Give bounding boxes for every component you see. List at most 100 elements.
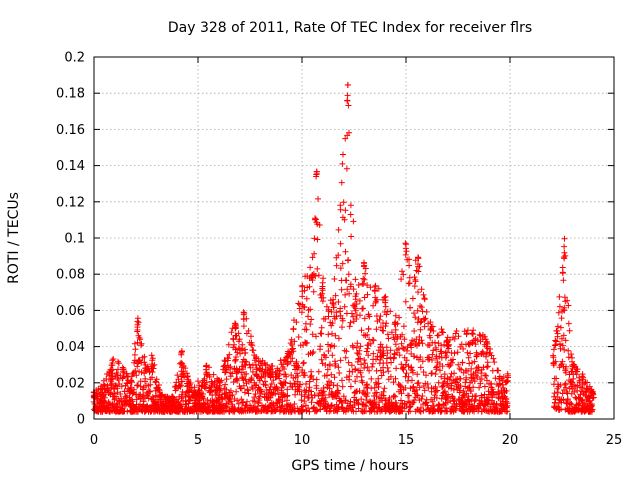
data-point: [558, 315, 565, 322]
data-point: [324, 366, 331, 373]
data-point: [200, 391, 206, 397]
data-point: [237, 350, 244, 357]
data-point: [420, 369, 427, 375]
data-point: [417, 408, 424, 415]
y-tick-label: 0.06: [56, 304, 85, 319]
data-point: [584, 379, 591, 386]
data-point: [257, 390, 264, 396]
data-point: [561, 249, 568, 256]
data-point: [414, 371, 421, 378]
data-point: [571, 389, 578, 395]
y-tick-label: 0.1: [64, 232, 85, 247]
data-point: [419, 358, 426, 365]
data-point: [427, 334, 434, 341]
data-point: [382, 323, 389, 330]
data-point: [184, 373, 191, 380]
data-point: [364, 331, 371, 338]
data-point: [364, 282, 371, 289]
data-point: [268, 381, 275, 387]
data-point: [235, 400, 242, 407]
data-point: [348, 233, 355, 240]
data-point: [348, 310, 355, 317]
data-point: [400, 323, 407, 330]
data-point: [276, 368, 283, 374]
data-point: [249, 385, 256, 392]
data-point: [334, 382, 341, 389]
data-point: [590, 394, 597, 401]
data-point: [377, 313, 384, 320]
data-point: [453, 328, 460, 334]
data-point: [477, 380, 484, 387]
data-point: [426, 356, 433, 363]
data-point: [303, 381, 309, 387]
data-point: [314, 407, 321, 414]
data-point: [460, 345, 467, 352]
data-point: [337, 357, 344, 364]
data-point: [138, 340, 145, 347]
data-point: [403, 357, 410, 364]
data-point: [295, 300, 302, 307]
data-point: [328, 402, 335, 409]
data-point: [345, 359, 352, 366]
data-point: [465, 396, 472, 403]
data-point: [338, 398, 345, 405]
data-point: [559, 342, 566, 349]
data-point: [318, 356, 325, 363]
data-point: [203, 372, 210, 379]
data-point: [415, 289, 421, 296]
data-point: [439, 363, 446, 370]
data-point: [240, 366, 246, 373]
data-point: [568, 401, 575, 407]
y-tick-label: 0.04: [56, 340, 85, 355]
data-point: [303, 295, 310, 302]
data-point: [478, 376, 485, 382]
data-point: [361, 315, 368, 322]
data-point: [308, 372, 315, 379]
data-point: [444, 334, 451, 341]
data-point: [357, 355, 364, 362]
data-point: [290, 326, 297, 332]
data-point: [231, 341, 238, 348]
data-point: [109, 376, 115, 383]
data-point: [409, 295, 416, 302]
data-point: [242, 362, 249, 369]
data-point: [339, 260, 346, 267]
data-point: [216, 385, 222, 392]
data-point: [367, 340, 374, 347]
data-point: [421, 316, 428, 323]
data-point: [309, 272, 316, 278]
data-point: [303, 326, 310, 333]
data-point: [560, 277, 567, 284]
data-point: [236, 336, 243, 343]
data-point: [110, 356, 117, 362]
data-point: [291, 380, 298, 387]
data-point: [382, 293, 389, 300]
data-point: [406, 404, 413, 411]
data-point: [380, 388, 387, 395]
data-point: [129, 398, 136, 405]
data-point: [117, 391, 124, 397]
data-point: [306, 378, 313, 385]
data-point: [332, 332, 339, 339]
data-point: [108, 384, 115, 391]
data-point: [319, 290, 326, 297]
data-point: [361, 294, 368, 301]
data-point: [313, 385, 320, 392]
data-point: [565, 347, 572, 354]
data-point: [309, 350, 316, 357]
data-points: [90, 81, 597, 415]
data-point: [338, 179, 345, 186]
data-point: [276, 399, 283, 406]
data-point: [463, 374, 470, 381]
data-point: [319, 285, 326, 292]
data-point: [134, 321, 141, 328]
data-point: [174, 372, 181, 379]
data-point: [119, 364, 126, 371]
data-point: [474, 337, 481, 344]
data-point: [309, 254, 316, 261]
data-point: [465, 368, 471, 374]
data-point: [569, 354, 575, 361]
data-point: [352, 378, 359, 385]
data-point: [131, 340, 138, 347]
data-point: [234, 377, 241, 384]
